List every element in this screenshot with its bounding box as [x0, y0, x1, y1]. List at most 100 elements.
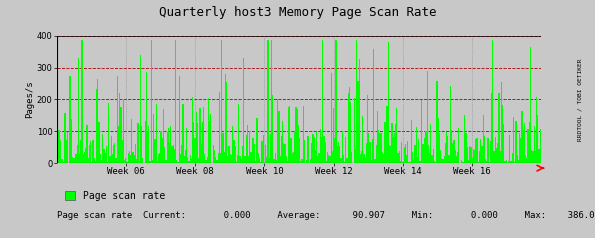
Bar: [358, 81, 359, 163]
Bar: [176, 160, 177, 163]
Bar: [250, 152, 252, 163]
Bar: [519, 134, 520, 163]
Bar: [130, 155, 131, 163]
Bar: [87, 158, 89, 163]
Bar: [462, 162, 463, 163]
Bar: [513, 117, 514, 163]
Bar: [484, 136, 485, 163]
Bar: [180, 154, 181, 163]
Bar: [201, 144, 202, 163]
Bar: [389, 145, 390, 163]
Bar: [506, 160, 507, 163]
Bar: [400, 161, 401, 163]
Bar: [461, 160, 462, 163]
Bar: [277, 99, 278, 163]
Bar: [181, 145, 182, 163]
Bar: [149, 161, 151, 163]
Bar: [320, 129, 321, 163]
Bar: [107, 162, 108, 163]
Bar: [212, 145, 214, 163]
Bar: [403, 148, 405, 163]
Bar: [528, 129, 529, 163]
Bar: [100, 154, 101, 163]
Bar: [314, 137, 315, 163]
Bar: [496, 148, 497, 163]
Bar: [425, 131, 427, 163]
Bar: [199, 108, 201, 163]
Bar: [165, 160, 167, 163]
Bar: [111, 136, 112, 163]
Bar: [237, 155, 238, 163]
Bar: [308, 136, 309, 163]
Bar: [56, 151, 57, 163]
Bar: [500, 151, 501, 163]
Bar: [359, 59, 360, 163]
Bar: [154, 139, 155, 163]
Bar: [377, 111, 378, 163]
Bar: [408, 162, 409, 163]
Bar: [70, 119, 72, 163]
Bar: [192, 97, 193, 163]
Bar: [260, 162, 261, 163]
Y-axis label: Pages/s: Pages/s: [25, 80, 34, 118]
Bar: [64, 113, 65, 163]
Bar: [119, 93, 120, 163]
Bar: [243, 58, 245, 163]
Bar: [392, 123, 393, 163]
Bar: [288, 107, 289, 163]
Bar: [208, 98, 209, 163]
Bar: [259, 158, 260, 163]
Bar: [105, 153, 106, 163]
Bar: [193, 122, 195, 163]
Bar: [384, 122, 386, 163]
Bar: [295, 107, 296, 163]
Bar: [91, 162, 92, 163]
Bar: [108, 104, 109, 163]
Bar: [152, 160, 153, 163]
Bar: [196, 112, 197, 163]
Bar: [511, 161, 512, 163]
Bar: [140, 55, 141, 163]
Bar: [304, 140, 305, 163]
Bar: [195, 138, 196, 163]
Bar: [95, 161, 96, 163]
Bar: [456, 156, 457, 163]
Bar: [162, 138, 163, 163]
Bar: [77, 144, 78, 163]
Bar: [248, 156, 249, 163]
Bar: [512, 154, 513, 163]
Bar: [215, 157, 217, 163]
Bar: [310, 159, 311, 163]
Bar: [505, 161, 506, 163]
Bar: [421, 100, 422, 163]
Bar: [379, 133, 380, 163]
Bar: [167, 132, 168, 163]
Bar: [126, 162, 127, 163]
Bar: [270, 134, 271, 163]
Bar: [262, 135, 264, 163]
Bar: [249, 131, 250, 163]
Bar: [218, 153, 219, 163]
Bar: [530, 47, 531, 163]
Bar: [296, 109, 298, 163]
Bar: [538, 149, 540, 163]
Bar: [238, 104, 239, 163]
Bar: [177, 162, 178, 163]
Bar: [374, 159, 375, 163]
Bar: [253, 138, 254, 163]
Bar: [344, 162, 345, 163]
Bar: [174, 149, 175, 163]
Bar: [93, 158, 95, 163]
Bar: [503, 124, 505, 163]
Bar: [209, 121, 210, 163]
Bar: [494, 137, 496, 163]
Bar: [79, 154, 80, 163]
Bar: [98, 122, 100, 163]
Bar: [449, 155, 450, 163]
Bar: [83, 154, 84, 163]
Bar: [120, 107, 121, 163]
Bar: [85, 148, 86, 163]
Bar: [261, 141, 262, 163]
Bar: [488, 162, 490, 163]
Bar: [540, 129, 541, 163]
